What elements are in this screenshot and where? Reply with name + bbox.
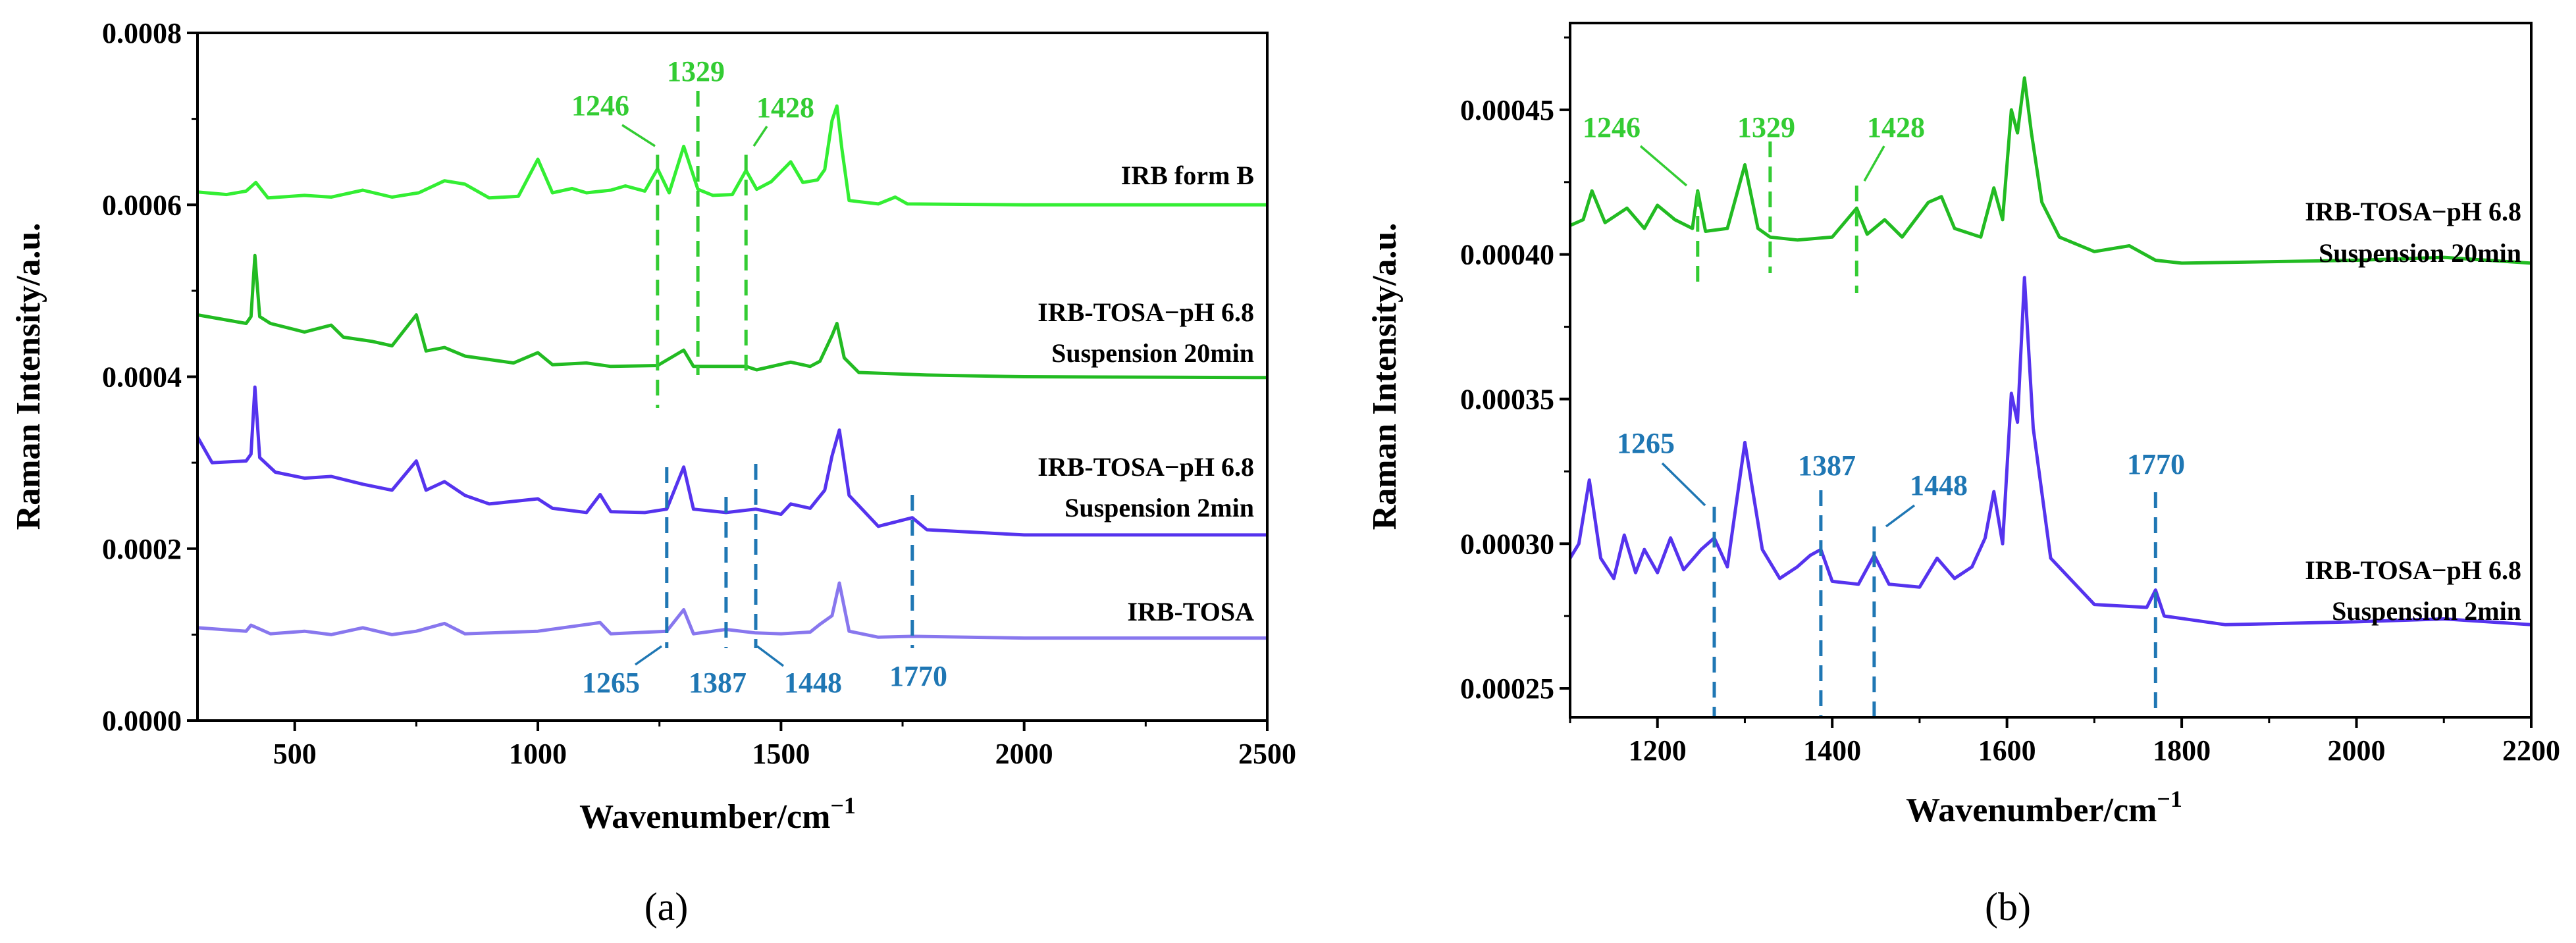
panel-b-series-group	[1568, 76, 2532, 626]
panel-a-series-line-1	[197, 253, 1268, 380]
panel-a-caption: (a)	[644, 885, 689, 929]
panel-b-y-axis-title: Raman Intensity/a.u.	[1366, 223, 1404, 530]
panel-a-leader-1246	[621, 124, 656, 147]
panel-a-label-20min-line2: Suspension 20min	[1051, 338, 1254, 368]
panel-b-y-tick-label: 0.00035	[1460, 383, 1554, 415]
panel-b-label-2min-line1: IRB-TOSA−pH 6.8	[2305, 555, 2521, 585]
panel-a-label-irb-form-b: IRB form B	[1121, 161, 1254, 190]
panel-b-peak-label-1770: 1770	[2127, 448, 2185, 480]
panel-a-x-tick-label: 1500	[752, 738, 810, 770]
panel-b-x-tick-label: 2000	[2328, 734, 2386, 767]
panel-a: 500 1000 1500 2000 2500 0.00000.00020.00040.…	[10, 17, 1296, 929]
panel-b-y-tick-label: 0.00030	[1460, 528, 1554, 560]
panel-b-plot-frame	[1569, 22, 2533, 719]
panel-a-label-2min-line1: IRB-TOSA−pH 6.8	[1038, 452, 1254, 482]
panel-a-peak-label-1770: 1770	[889, 660, 947, 692]
panel-b-x-tick-label: 1600	[1978, 734, 2036, 767]
panel-b-x-axis-title: Wavenumber/cm−1	[1906, 786, 2182, 829]
panel-a-label-irb-tosa: IRB-TOSA	[1127, 597, 1254, 626]
panel-a-peak-guides	[656, 91, 914, 648]
panel-a-label-2min-line2: Suspension 2min	[1065, 493, 1254, 522]
panel-b-y-ticks: 0.00025 0.00030 0.00035 0.00040 0.00045	[1460, 36, 1570, 705]
panel-a-y-tick-label: 0.0004	[102, 361, 182, 394]
panel-a-series-line-0	[197, 104, 1267, 207]
panel-b-x-tick-label: 1200	[1629, 734, 1687, 767]
panel-b-label-20min-line2: Suspension 20min	[2319, 238, 2521, 268]
panel-b-y-tick-label: 0.00045	[1460, 94, 1554, 126]
panel-b-series-line-0	[1569, 76, 2532, 265]
panel-b-x-tick-label: 1800	[2153, 734, 2211, 767]
panel-b-caption: (b)	[1985, 885, 2031, 929]
panel-a-x-axis-title: Wavenumber/cm−1	[579, 792, 856, 836]
panel-a-peak-label-1329: 1329	[667, 55, 725, 88]
panel-a-x-tick-label: 500	[273, 738, 317, 770]
panel-a-label-20min-line1: IRB-TOSA−pH 6.8	[1038, 297, 1254, 327]
panel-b-x-tick-label: 1400	[1803, 734, 1861, 767]
panel-b-x-ticks: 1200 1400 1600 1800 2000 2200	[1569, 717, 2560, 767]
panel-b-x-tick-label: 2200	[2502, 734, 2560, 767]
panel-a-x-tick-label: 1000	[509, 738, 567, 770]
panel-a-peak-label-1387: 1387	[689, 667, 747, 699]
panel-b-leader-1448	[1885, 504, 1916, 528]
panel-b: 1200 1400 1600 1800 2000 2200 0.000250.000300…	[1366, 22, 2560, 929]
panel-b-peak-label-1387: 1387	[1798, 449, 1856, 482]
panel-a-leader-1428	[752, 126, 768, 147]
panel-a-y-tick-label: 0.0000	[102, 705, 182, 737]
panel-a-series-line-3	[197, 581, 1267, 640]
panel-b-peak-guides	[1696, 141, 2157, 717]
panel-b-peak-label-1428: 1428	[1867, 111, 1925, 143]
panel-b-peak-label-1448: 1448	[1910, 469, 1968, 501]
panel-a-y-axis-title: Raman Intensity/a.u.	[10, 223, 47, 530]
panel-b-leader-1246	[1639, 145, 1688, 187]
panel-a-peak-label-1428: 1428	[756, 91, 814, 124]
panel-b-label-20min-line1: IRB-TOSA−pH 6.8	[2305, 197, 2521, 226]
panel-a-peak-label-1265: 1265	[582, 667, 640, 699]
panel-b-series-line-1	[1568, 276, 2532, 626]
panel-a-x-tick-label: 2000	[995, 738, 1053, 770]
panel-a-leader-1448	[756, 645, 785, 667]
panel-a-y-tick-label: 0.0002	[102, 533, 182, 565]
panel-b-peak-label-1329: 1329	[1737, 111, 1795, 143]
panel-a-y-ticks: 0.0000 0.0002 0.0004 0.0006 0.0008	[102, 17, 197, 737]
panel-b-y-tick-label: 0.00025	[1460, 673, 1554, 705]
panel-b-leader-1265	[1661, 462, 1706, 507]
panel-a-leader-1265	[634, 645, 663, 666]
panel-b-label-2min-line2: Suspension 2min	[2332, 596, 2521, 626]
panel-a-series-group	[196, 104, 1268, 640]
panel-b-peak-label-1265: 1265	[1617, 427, 1675, 459]
panel-a-series-line-2	[196, 385, 1267, 537]
panel-b-peak-label-1246: 1246	[1583, 111, 1641, 143]
panel-a-y-tick-label: 0.0006	[102, 189, 182, 221]
panel-b-leader-1428	[1863, 145, 1885, 182]
panel-a-y-tick-label: 0.0008	[102, 17, 182, 49]
panel-a-peak-label-1448: 1448	[784, 667, 842, 699]
panel-a-peak-label-1246: 1246	[571, 89, 629, 122]
panel-b-y-tick-label: 0.00040	[1460, 239, 1554, 271]
panel-a-x-ticks: 500 1000 1500 2000 2500	[273, 721, 1296, 770]
panel-a-x-tick-label: 2500	[1238, 738, 1296, 770]
